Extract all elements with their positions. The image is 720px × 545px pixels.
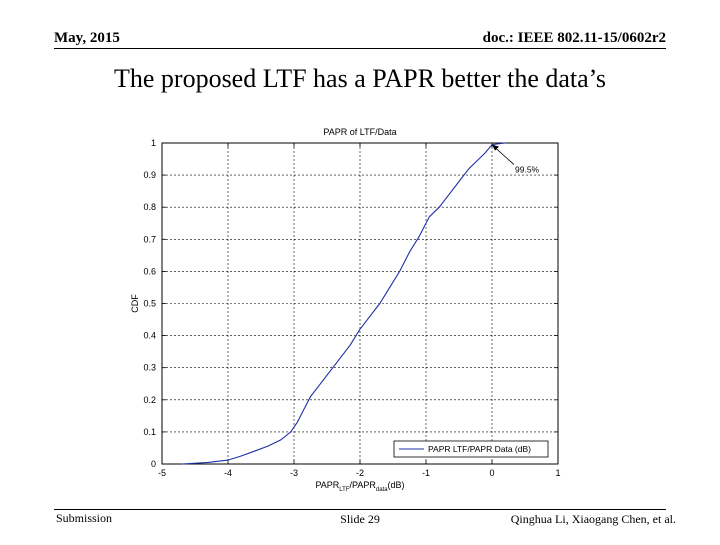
- x-tick-label: -4: [224, 468, 232, 478]
- annotation-label: 99.5%: [515, 165, 540, 175]
- chart-title: PAPR of LTF/Data: [323, 127, 396, 137]
- y-tick-label: 0.1: [143, 427, 156, 437]
- header-doc-id: doc.: IEEE 802.11-15/0602r2: [482, 30, 666, 46]
- x-tick-label: -5: [158, 468, 166, 478]
- x-label-mid: /PAPR: [350, 480, 377, 490]
- y-tick-label: 0.6: [143, 266, 156, 276]
- x-tick-label: 1: [555, 468, 560, 478]
- ticks-layer: -5 -4 -3 -2 -1 0 1 0 0.1 0.2 0.3 0.4 0.5 0.6 0.7 0.8 0.9…: [143, 138, 560, 478]
- header-date: May, 2015: [54, 30, 120, 46]
- x-tick-label: -3: [290, 468, 298, 478]
- footer-submission: Submission: [56, 511, 113, 525]
- y-tick-label: 0.2: [143, 395, 156, 405]
- x-tick-label: 0: [489, 468, 494, 478]
- x-label-sub2: data: [376, 487, 388, 493]
- y-tick-label: 1: [151, 138, 156, 148]
- legend-entry-label: PAPR LTF/PAPR Data (dB): [428, 444, 531, 454]
- cdf-series-line: [181, 142, 506, 465]
- y-tick-label: 0.5: [143, 299, 156, 309]
- slide-title: The proposed LTF has a PAPR better the d…: [113, 64, 607, 93]
- y-tick-label: 0: [151, 459, 156, 469]
- footer-slide-number: Slide 29: [340, 512, 380, 526]
- x-tick-label: -1: [422, 468, 430, 478]
- legend-box: [393, 440, 549, 458]
- chart-legend: PAPR LTF/PAPR Data (dB): [393, 440, 549, 458]
- annotation-arrowhead: [492, 144, 499, 151]
- y-tick-label: 0.3: [143, 363, 156, 373]
- annotation-layer: 99.5%: [492, 144, 540, 175]
- y-tick-label: 0.4: [143, 331, 156, 341]
- x-label-sub1: LTF: [339, 487, 350, 493]
- x-label-unit: (dB): [388, 480, 405, 490]
- annotation-arrow-line: [493, 146, 515, 165]
- x-axis-label: PAPRLTF/PAPRdata(dB): [315, 480, 404, 493]
- x-tick-label: -2: [356, 468, 364, 478]
- y-tick-label: 0.7: [143, 234, 156, 244]
- grid-layer: [162, 143, 558, 464]
- footer-divider: [54, 509, 666, 510]
- y-tick-label: 0.8: [143, 202, 156, 212]
- header-divider: [54, 48, 666, 49]
- y-tick-label: 0.9: [143, 170, 156, 180]
- footer-authors: Qinghua Li, Xiaogang Chen, et al.: [510, 512, 676, 526]
- y-axis-label: CDF: [130, 294, 140, 313]
- x-label-main: PAPR: [315, 480, 339, 490]
